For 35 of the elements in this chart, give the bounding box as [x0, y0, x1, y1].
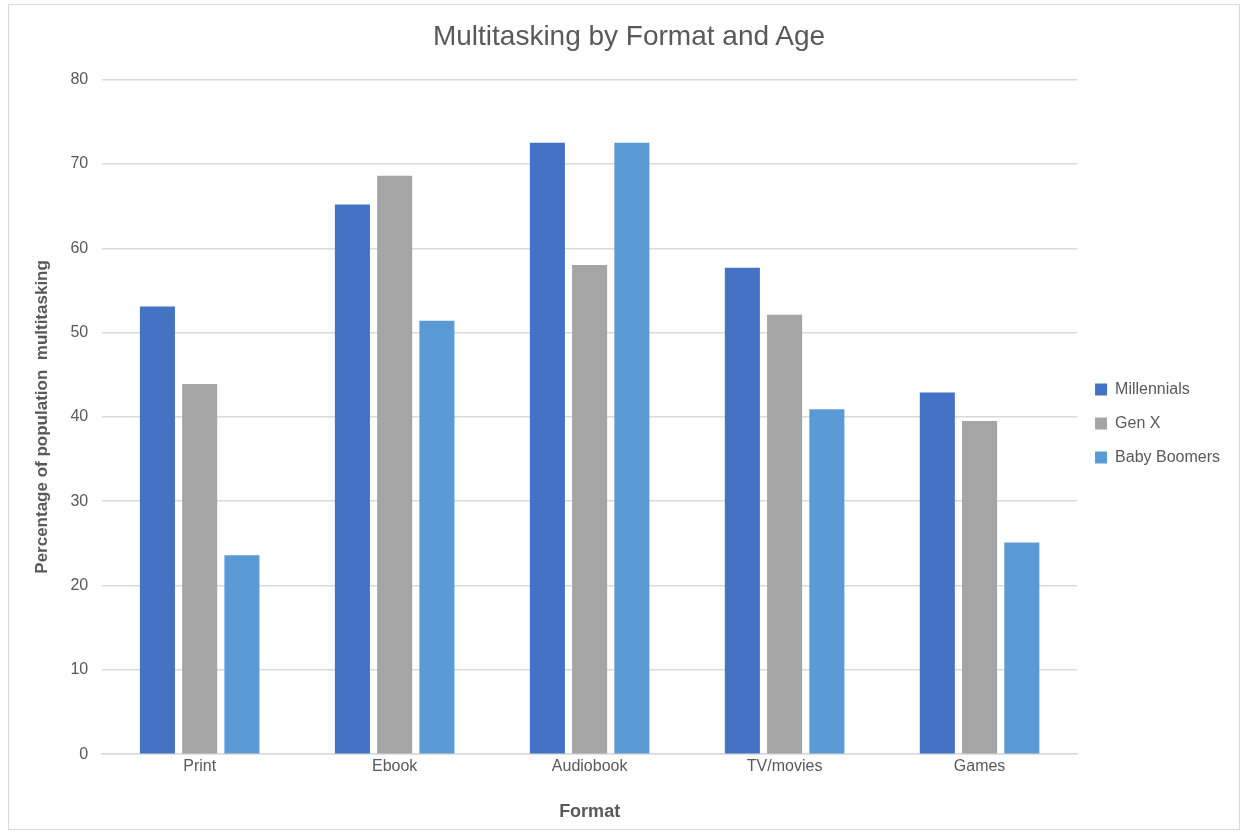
- bar: [767, 314, 803, 754]
- y-tick-label: 40: [70, 407, 89, 425]
- y-tick-label: 50: [70, 322, 89, 340]
- bar: [419, 320, 455, 754]
- bar: [724, 267, 760, 754]
- bar: [614, 142, 650, 754]
- y-axis-title: Percentage of population multitasking: [31, 260, 51, 574]
- chart-title: Multitasking by Format and Age: [432, 19, 826, 51]
- bar: [1004, 542, 1040, 754]
- x-axis-title: Format: [559, 801, 621, 822]
- legend-label: Millennials: [1115, 379, 1190, 397]
- bar: [529, 142, 565, 754]
- bar: [919, 392, 955, 754]
- bar: [572, 265, 608, 754]
- legend-label: Gen X: [1115, 413, 1161, 431]
- bar: [809, 409, 845, 754]
- x-tick-label: Print: [183, 757, 217, 775]
- x-tick-label: Ebook: [371, 757, 419, 775]
- bar: [224, 555, 260, 754]
- y-tick-label: 10: [70, 660, 89, 678]
- x-tick-label: Audiobook: [551, 757, 629, 775]
- y-tick-label: 0: [79, 744, 89, 762]
- bar: [962, 421, 998, 754]
- y-tick-label: 60: [70, 238, 89, 256]
- bar: [334, 204, 370, 754]
- x-tick-label: Games: [953, 757, 1006, 775]
- y-tick-label: 80: [70, 70, 89, 88]
- bar: [377, 175, 413, 754]
- bar: [139, 306, 175, 754]
- y-tick-label: 20: [70, 575, 89, 593]
- y-tick-label: 30: [70, 491, 89, 509]
- x-tick-label: TV/movies: [746, 757, 823, 775]
- legend-label: Baby Boomers: [1115, 447, 1220, 465]
- y-tick-label: 70: [70, 154, 89, 172]
- bar: [182, 384, 218, 754]
